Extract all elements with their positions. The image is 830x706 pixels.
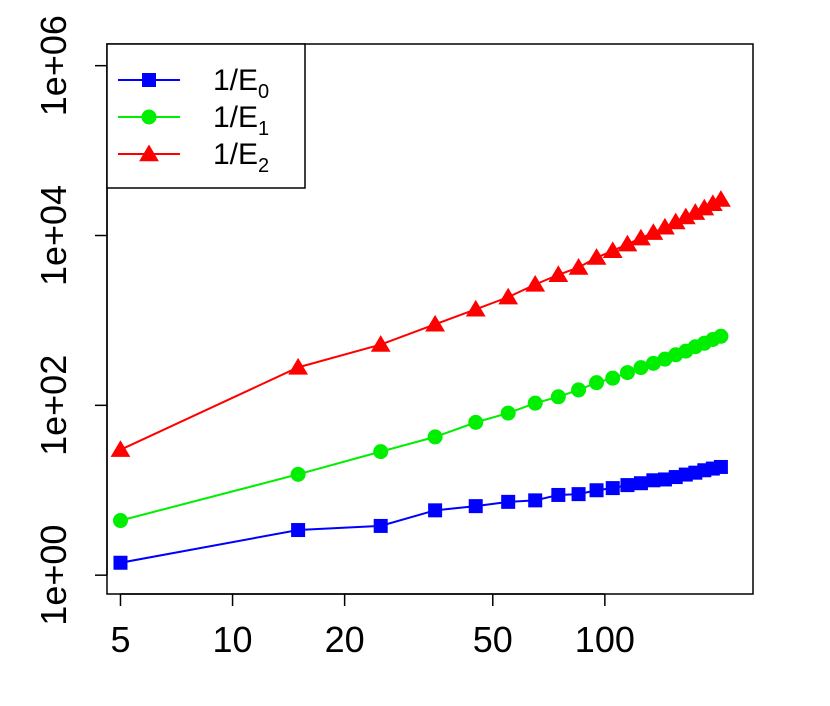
data-point xyxy=(646,473,661,488)
legend-label-text: 1/E xyxy=(213,64,258,97)
data-point xyxy=(631,228,651,246)
data-point xyxy=(665,212,686,230)
data-point xyxy=(605,370,621,386)
x-axis: 5 10 20 50 100 xyxy=(110,593,635,660)
data-point xyxy=(602,241,623,259)
data-point xyxy=(112,513,128,529)
data-point xyxy=(645,355,661,371)
data-point xyxy=(428,503,443,518)
data-point xyxy=(373,444,389,460)
data-point xyxy=(110,440,131,457)
data-point xyxy=(528,493,543,508)
series-line xyxy=(120,198,722,451)
series-line xyxy=(120,335,722,522)
data-point xyxy=(142,73,156,87)
legend-label-subscript: 2 xyxy=(258,155,269,177)
series-2 xyxy=(110,190,731,457)
data-point xyxy=(373,518,388,533)
legend-label-text: 1/E xyxy=(213,138,258,171)
data-point xyxy=(619,365,635,381)
data-point xyxy=(713,328,729,344)
series-layer xyxy=(110,190,731,570)
legend-label: 1/E0 xyxy=(213,64,269,103)
data-point xyxy=(550,389,566,405)
data-point xyxy=(290,466,306,482)
data-point xyxy=(500,405,516,421)
data-point xyxy=(655,217,675,235)
series-0 xyxy=(113,459,728,570)
data-point xyxy=(589,375,605,391)
data-point xyxy=(113,555,128,570)
y-axis: 1e+00 1e+02 1e+04 1e+06 xyxy=(33,15,108,626)
data-point xyxy=(711,190,731,207)
y-tick-label: 1e+00 xyxy=(33,525,74,626)
data-point xyxy=(633,476,648,491)
data-point xyxy=(527,395,543,411)
data-point xyxy=(141,109,157,125)
legend-label: 1/E1 xyxy=(213,101,269,140)
data-point xyxy=(370,335,391,352)
y-tick-label: 1e+06 xyxy=(33,15,74,116)
data-point xyxy=(571,382,587,398)
y-tick-label: 1e+02 xyxy=(33,355,74,456)
x-tick-label: 20 xyxy=(325,619,365,660)
legend: 1/E01/E11/E2 xyxy=(106,43,306,189)
data-point xyxy=(548,265,569,282)
data-point xyxy=(657,472,672,487)
data-point xyxy=(675,207,696,225)
data-point xyxy=(468,414,484,430)
data-point xyxy=(605,481,620,496)
x-tick-label: 100 xyxy=(575,619,635,660)
data-point xyxy=(501,494,516,509)
data-point xyxy=(498,287,519,305)
data-point xyxy=(685,203,706,220)
data-point xyxy=(525,275,546,292)
legend-label-subscript: 0 xyxy=(258,81,269,103)
data-point xyxy=(633,360,649,376)
x-tick-label: 50 xyxy=(473,619,513,660)
x-tick-label: 5 xyxy=(110,619,130,660)
data-point xyxy=(291,523,306,538)
data-point xyxy=(139,144,159,162)
data-point xyxy=(465,299,486,317)
data-point xyxy=(617,234,638,252)
y-tick-label: 1e+04 xyxy=(33,185,74,286)
data-point xyxy=(571,487,586,502)
data-point xyxy=(427,429,443,445)
data-point xyxy=(288,357,309,375)
series-1 xyxy=(112,328,729,529)
x-tick-label: 10 xyxy=(213,619,253,660)
data-point xyxy=(694,198,715,216)
data-point xyxy=(468,499,483,514)
data-point xyxy=(643,223,664,240)
legend-label-subscript: 1 xyxy=(258,118,269,140)
data-point xyxy=(551,487,566,502)
legend-label: 1/E2 xyxy=(213,138,269,177)
data-point xyxy=(713,459,728,474)
data-point xyxy=(589,483,604,498)
data-point xyxy=(568,258,589,275)
data-point xyxy=(425,314,446,332)
data-point xyxy=(620,478,635,493)
legend-label-text: 1/E xyxy=(213,101,258,134)
data-point xyxy=(702,194,723,212)
data-point xyxy=(586,248,607,265)
